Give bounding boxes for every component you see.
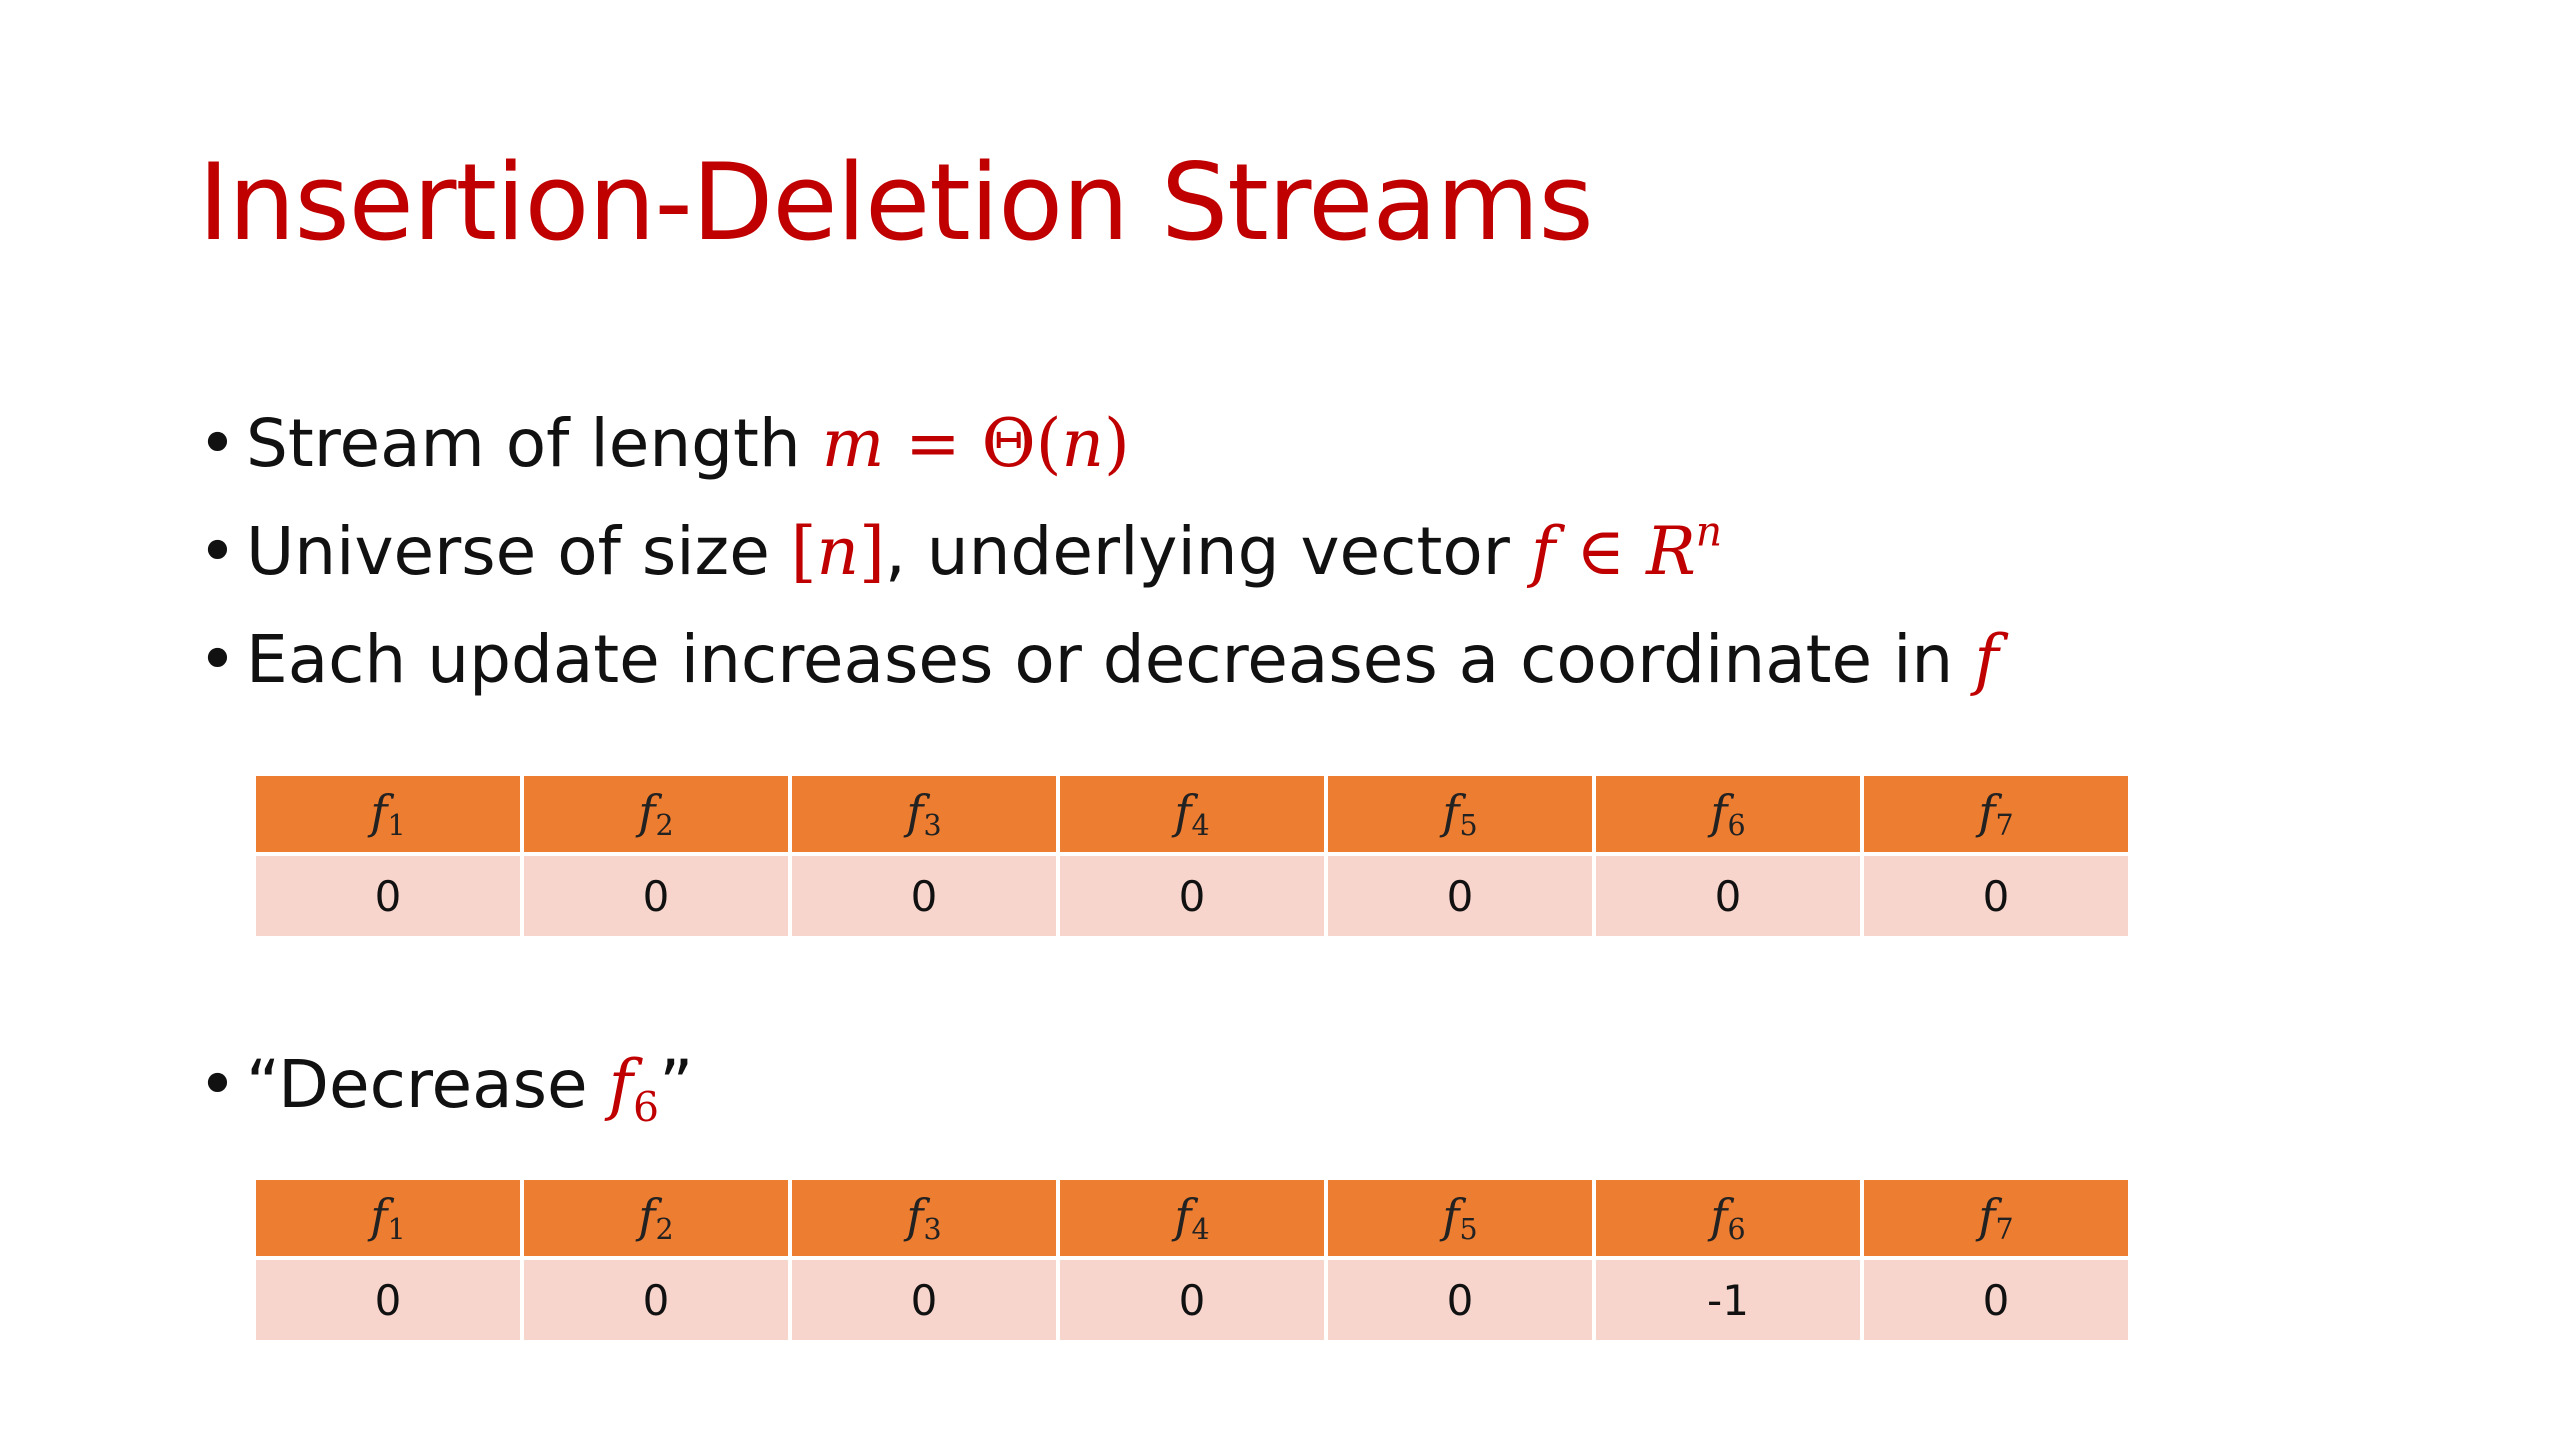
value-cell: 0 [524,1260,788,1340]
value-cell: 0 [256,1260,520,1340]
table-row: 0 0 0 0 0 -1 0 [256,1260,2128,1340]
value-cell: 0 [792,856,1056,936]
slide-title: Insertion-Deletion Streams [198,141,1594,264]
math-bracket-close: ] [859,513,885,590]
value-cell: 0 [1864,1260,2128,1340]
bullet-dot-icon: • [198,1046,237,1123]
bullet-dot-icon: • [198,405,237,482]
header-cell: f7 [1864,776,2128,852]
header-cell: f5 [1328,1180,1592,1256]
table-header-row: f1 f2 f3 f4 f5 f6 f7 [256,776,2128,852]
header-cell: f2 [524,776,788,852]
math-R: R [1646,513,1696,590]
vector-table-initial: f1 f2 f3 f4 f5 f6 f7 0 0 0 0 0 0 0 [252,772,2132,940]
bullet-decrease: • “Decrease f6” [198,1031,693,1139]
value-cell: 0 [1328,856,1592,936]
value-cell: 0 [1596,856,1860,936]
bullet-text: ” [659,1046,694,1123]
header-cell: f6 [1596,776,1860,852]
math-superscript-n: n [1695,507,1723,556]
bullet-text: Stream of length [246,405,822,482]
header-cell: f7 [1864,1180,2128,1256]
header-cell: f2 [524,1180,788,1256]
value-cell: 0 [256,856,520,936]
value-cell: 0 [1328,1260,1592,1340]
header-cell: f4 [1060,776,1324,852]
table-header-row: f1 f2 f3 f4 f5 f6 f7 [256,1180,2128,1256]
math-bracket-open: [ [790,513,817,590]
value-cell: 0 [1864,856,2128,936]
value-cell: -1 [1596,1260,1860,1340]
math-subscript-6: 6 [633,1083,660,1132]
vector-table-after-update: f1 f2 f3 f4 f5 f6 f7 0 0 0 0 0 -1 0 [252,1176,2132,1344]
value-cell: 0 [524,856,788,936]
header-cell: f6 [1596,1180,1860,1256]
math-m: m [821,405,885,482]
value-cell: 0 [792,1260,1056,1340]
table-row: 0 0 0 0 0 0 0 [256,856,2128,936]
bullet-dot-icon: • [198,513,237,590]
bullet-universe: • Universe of size [n], underlying vecto… [198,498,1999,606]
math-f: f [608,1046,634,1123]
bullet-text: Universe of size [246,513,791,590]
bullet-text: , underlying vector [884,513,1531,590]
math-close-paren: ) [1103,405,1130,482]
value-cell: 0 [1060,856,1324,936]
math-f: f [1530,513,1556,590]
math-f: f [1974,621,1999,698]
math-element-of: ∈ [1555,513,1647,590]
bullet-list: • Stream of length m = Θ(n) • Universe o… [198,390,1999,714]
header-cell: f4 [1060,1180,1324,1256]
bullet-update: • Each update increases or decreases a c… [198,606,1999,714]
value-cell: 0 [1060,1260,1324,1340]
header-cell: f1 [256,1180,520,1256]
header-cell: f3 [792,776,1056,852]
header-cell: f5 [1328,776,1592,852]
bullet-dot-icon: • [198,621,237,698]
math-equals-theta: = Θ( [884,405,1062,482]
bullet-text: Each update increases or decreases a coo… [246,621,1975,698]
header-cell: f1 [256,776,520,852]
bullet-text: “Decrease [246,1046,609,1123]
header-cell: f3 [792,1180,1056,1256]
bullet-stream-length: • Stream of length m = Θ(n) [198,390,1999,498]
math-n: n [1061,405,1104,482]
math-n: n [816,513,860,590]
